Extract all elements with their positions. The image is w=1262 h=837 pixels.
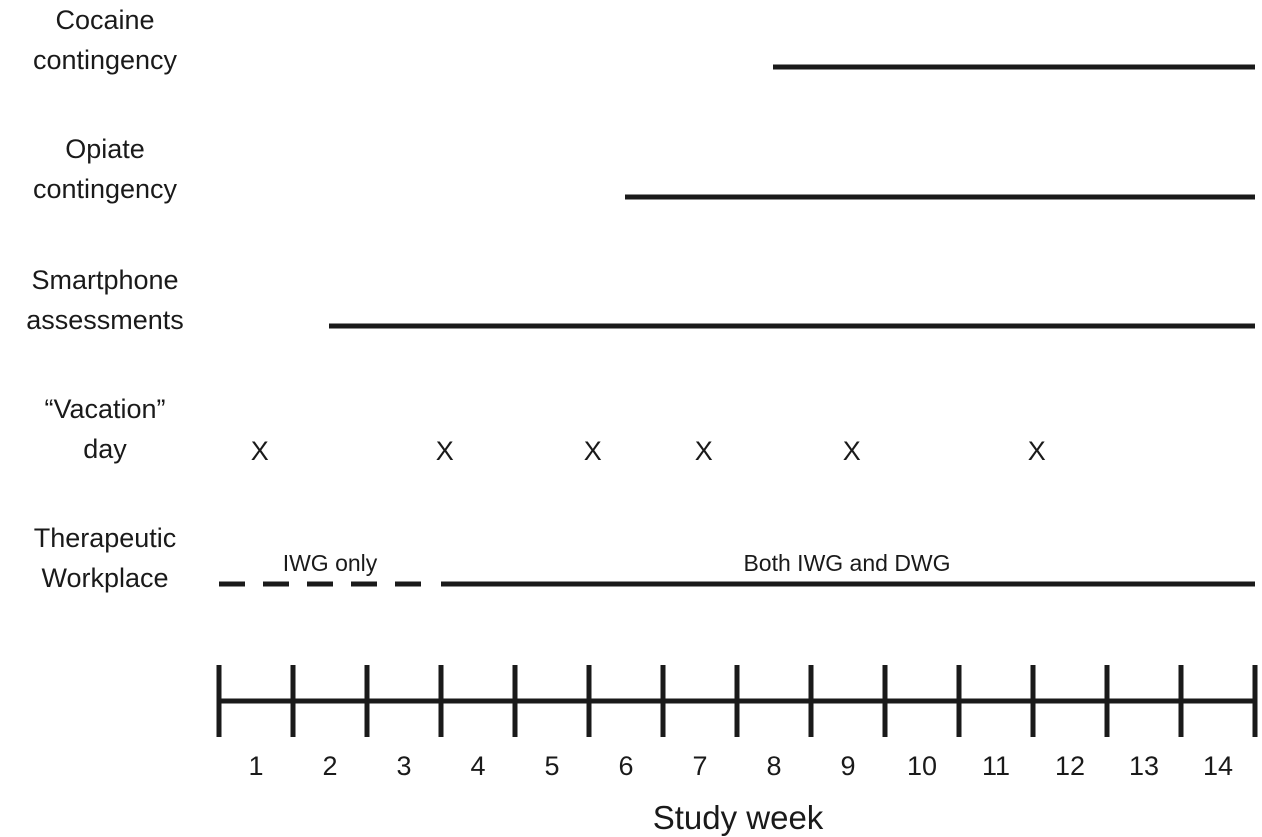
- week-label-6: 6: [618, 751, 633, 781]
- week-axis: 1 2 3 4 5 6 7 8 9 10 11 12 13 14: [216, 665, 1258, 781]
- week-label-3: 3: [396, 751, 411, 781]
- therapeutic-label-line1: Therapeutic: [33, 523, 177, 553]
- smartphone-assessments-label: Smartphone assessments: [0, 260, 210, 340]
- cocaine-contingency-label: Cocaine contingency: [0, 0, 210, 80]
- vacation-marker-2: X: [436, 436, 454, 466]
- opiate-contingency-label: Opiate contingency: [0, 129, 210, 209]
- week-label-10: 10: [907, 751, 937, 781]
- week-label-8: 8: [766, 751, 781, 781]
- week-label-13: 13: [1129, 751, 1159, 781]
- vacation-label-line1: “Vacation”: [44, 394, 166, 424]
- week-label-14: 14: [1203, 751, 1233, 781]
- week-label-9: 9: [840, 751, 855, 781]
- vacation-marker-4: X: [695, 436, 713, 466]
- therapeutic-label-line2: Workplace: [41, 563, 169, 593]
- opiate-label-line1: Opiate: [65, 134, 145, 164]
- timeline-bars: [219, 64, 1255, 587]
- week-label-1: 1: [248, 751, 263, 781]
- vacation-marker-1: X: [251, 436, 269, 466]
- vacation-marker-5: X: [843, 436, 861, 466]
- vacation-marker-6: X: [1028, 436, 1046, 466]
- vacation-marker-3: X: [584, 436, 602, 466]
- cocaine-label-line2: contingency: [32, 45, 178, 75]
- axis-title: Study week: [653, 799, 824, 836]
- therapeutic-workplace-label: Therapeutic Workplace: [0, 518, 210, 598]
- week-label-4: 4: [470, 751, 485, 781]
- vacation-day-label: “Vacation” day: [0, 389, 210, 469]
- smartphone-label-line2: assessments: [26, 305, 184, 335]
- week-label-12: 12: [1055, 751, 1085, 781]
- iwg-only-label: IWG only: [283, 550, 378, 576]
- smartphone-label-line1: Smartphone: [31, 265, 179, 295]
- both-iwg-dwg-label: Both IWG and DWG: [743, 550, 950, 576]
- cocaine-label-line1: Cocaine: [55, 5, 155, 35]
- week-label-7: 7: [692, 751, 707, 781]
- week-label-5: 5: [544, 751, 559, 781]
- week-label-11: 11: [982, 751, 1010, 781]
- week-label-2: 2: [322, 751, 337, 781]
- opiate-label-line2: contingency: [32, 174, 178, 204]
- vacation-label-line2: day: [83, 434, 127, 464]
